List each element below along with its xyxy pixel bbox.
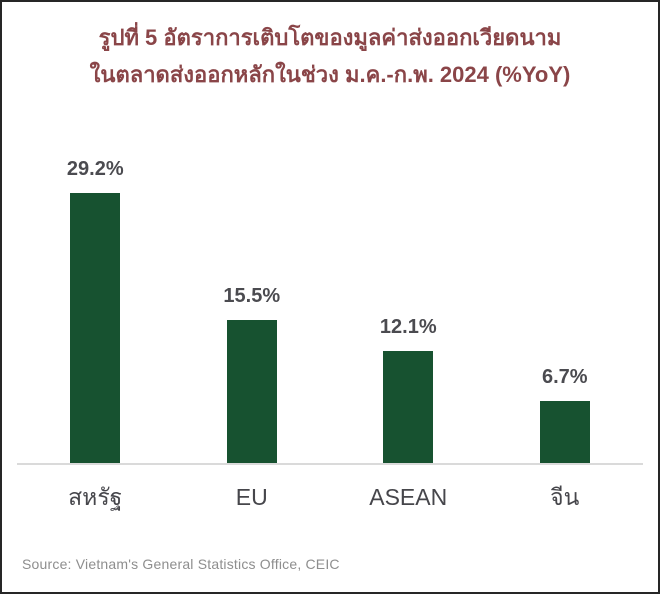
chart-title: รูปที่ 5 อัตราการเติบโตของมูลค่าส่งออกเว…	[2, 19, 658, 93]
bar	[226, 320, 277, 463]
bar	[539, 401, 590, 463]
bar-value-label: 12.1%	[379, 316, 437, 338]
bar-column: 6.7%	[487, 366, 644, 463]
chart-title-line2: ในตลาดส่งออกหลักในช่วง ม.ค.-ก.พ. 2024 (%…	[89, 62, 571, 87]
bar-value-label: 15.5%	[223, 285, 281, 307]
bar-column: 12.1%	[330, 316, 487, 463]
bar-column: 15.5%	[174, 285, 331, 463]
x-axis-labels: สหรัฐ EU ASEAN จีน	[17, 483, 643, 511]
bar	[70, 193, 121, 463]
bar-value-label: 29.2%	[66, 158, 124, 180]
bar-chart: 29.2% 15.5% 12.1% 6.7% สหรัฐ EU ASEAN จีน	[17, 130, 643, 511]
x-axis-label: EU	[235, 484, 268, 510]
bar	[383, 351, 434, 463]
x-axis-label: สหรัฐ	[68, 484, 123, 510]
source-note: Source: Vietnam's General Statistics Off…	[22, 556, 340, 572]
x-axis-label: ASEAN	[369, 484, 448, 510]
plot-area: 29.2% 15.5% 12.1% 6.7%	[17, 130, 643, 463]
bar-column: 29.2%	[17, 158, 174, 463]
x-axis-label: จีน	[550, 484, 580, 510]
x-axis-line	[17, 463, 643, 465]
bar-value-label: 6.7%	[541, 366, 588, 388]
chart-title-line1: รูปที่ 5 อัตราการเติบโตของมูลค่าส่งออกเว…	[98, 25, 562, 50]
